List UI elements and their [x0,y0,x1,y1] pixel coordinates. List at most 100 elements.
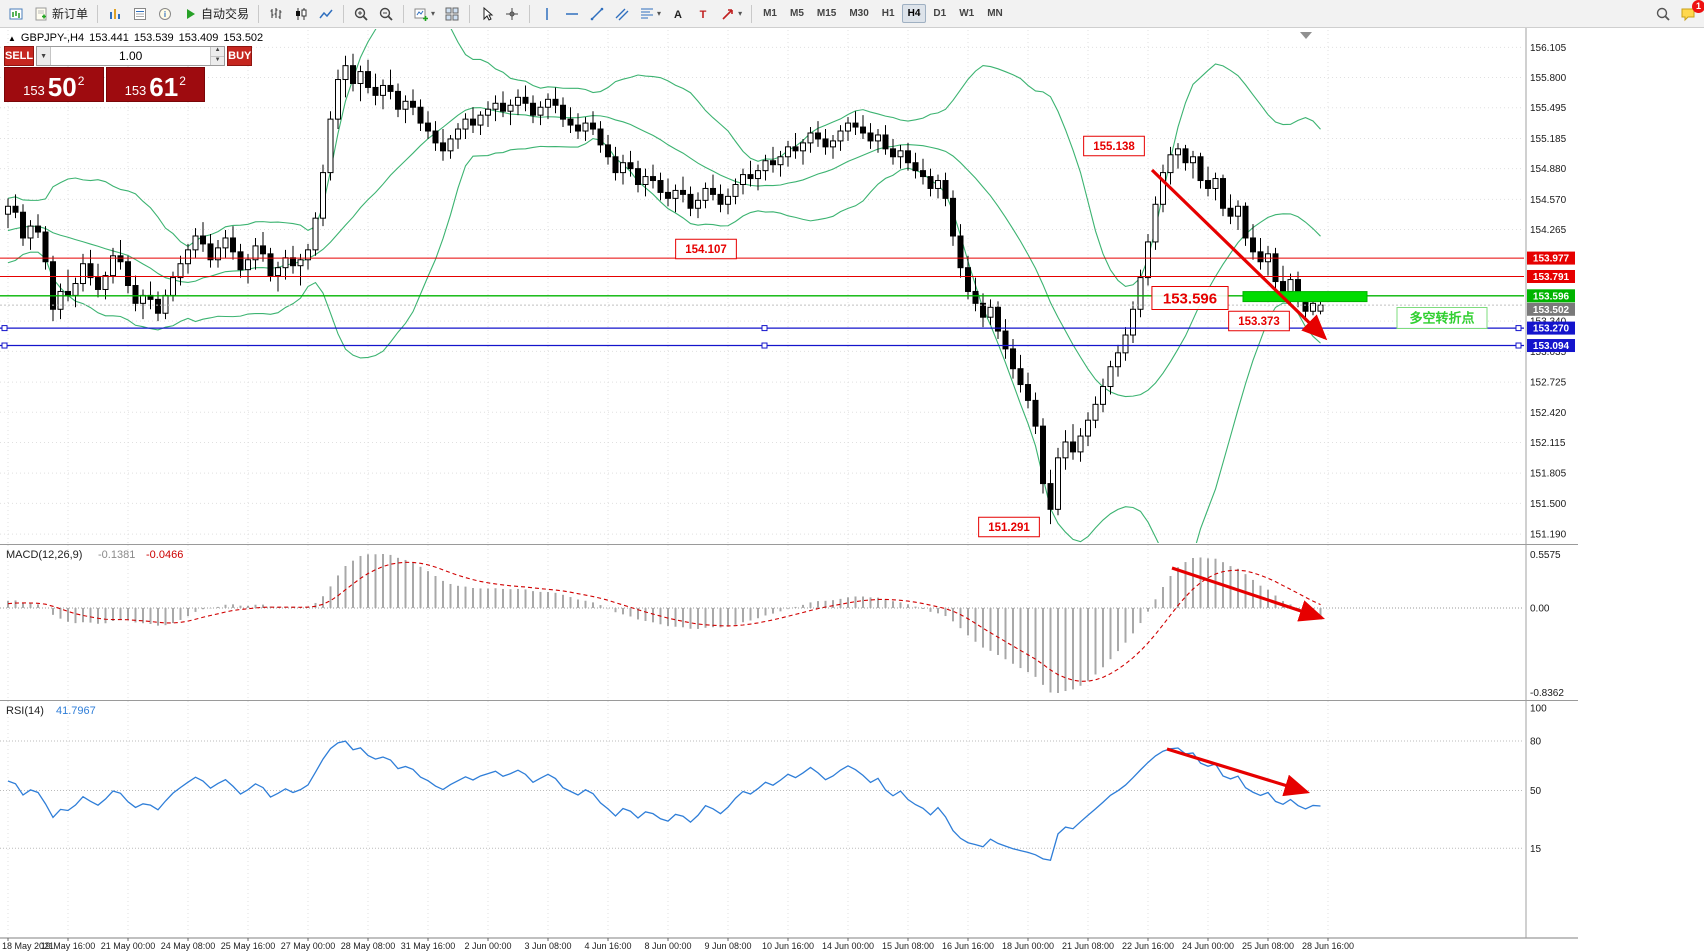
timeframe-h1-button[interactable]: H1 [881,8,895,19]
cursor-icon [479,6,495,22]
volume-stepper[interactable]: ▲ ▼ [210,47,225,65]
svg-text:24 Jun 00:00: 24 Jun 00:00 [1182,941,1234,951]
tile-windows-button[interactable] [440,3,464,25]
search-button[interactable] [1651,3,1675,25]
volume-down-icon[interactable]: ▼ [210,55,225,65]
svg-text:15 Jun 08:00: 15 Jun 08:00 [882,941,934,951]
crosshair-button[interactable] [500,3,524,25]
candlesticks [5,53,1324,525]
svg-text:153.596: 153.596 [1533,291,1570,302]
trend-arrows[interactable] [1150,168,1328,797]
data-window-icon [132,6,148,22]
trendline-button[interactable] [585,3,609,25]
zoom-out-button[interactable] [374,3,398,25]
vertical-line-button[interactable] [535,3,559,25]
timeframe-m1-button[interactable]: M1 [763,8,777,19]
timeframe-mn-button[interactable]: MN [987,8,1003,19]
trendline-icon [589,6,605,22]
algo-trading-button-label: 自动交易 [201,7,250,21]
rsi-axis[interactable]: 100 80 50 15 [1530,704,1547,855]
svg-text:50: 50 [1530,786,1542,797]
vline-icon [539,6,555,22]
new-chart-button[interactable]: ▾ [409,3,439,25]
new-order-button[interactable]: 新订单 [29,3,92,25]
zoom-in-button[interactable] [349,3,373,25]
timeframe-m5-button[interactable]: M5 [789,8,804,19]
bollinger-bands [7,29,1321,543]
macd-axis[interactable]: 0.5575 0.00 -0.8362 [1530,550,1564,699]
svg-text:151.500: 151.500 [1530,499,1567,510]
buy-button[interactable]: BUY [227,46,253,66]
price-axis[interactable]: 156.105 155.800 155.495 155.185 154.880 154.5… [1527,43,1575,541]
timeframe-d1-button[interactable]: D1 [933,8,947,19]
text-button[interactable]: A [666,3,690,25]
navigator-icon: i [157,6,173,22]
notifications-button[interactable]: 1 [1676,0,1704,25]
timeframe-h4-button[interactable]: H4 [901,4,927,23]
toolbar-separator [403,4,405,23]
svg-text:152.725: 152.725 [1530,378,1567,389]
timeframe-m15-button[interactable]: M15 [816,8,837,19]
svg-text:28 Jun 16:00: 28 Jun 16:00 [1302,941,1354,951]
svg-text:80: 80 [1530,737,1542,748]
chart-background [0,28,1704,951]
svg-text:153.596: 153.596 [1163,290,1217,307]
zoom-out-icon [378,6,394,22]
svg-text:152.115: 152.115 [1530,438,1566,449]
timeframe-m30-button[interactable]: M30 [849,8,869,19]
chart-shift-marker-icon[interactable] [1300,32,1312,39]
annotations[interactable]: 155.138 154.107 153.596 153.373 151.291 多空转折点 [675,135,1488,538]
notification-badge: 1 [1692,0,1704,13]
label-button[interactable]: T [691,3,715,25]
equidistant-channel-button[interactable] [610,3,634,25]
fibonacci-button[interactable]: ▾ [635,3,665,25]
svg-text:21 Jun 08:00: 21 Jun 08:00 [1062,941,1114,951]
panel-separators[interactable] [0,28,1578,939]
line-chart-button[interactable] [314,3,338,25]
channel-icon [614,6,630,22]
ohlc-bars-icon [268,6,284,22]
svg-text:152.420: 152.420 [1530,408,1567,419]
volume-up-icon[interactable]: ▲ [210,47,225,56]
zoom-in-icon [353,6,369,22]
candles-chart-button[interactable] [289,3,313,25]
svg-text:2 Jun 00:00: 2 Jun 00:00 [464,941,511,951]
buy-price-sup: 2 [179,74,186,88]
svg-text:-0.1381: -0.1381 [98,549,135,561]
market-watch-button[interactable] [103,3,127,25]
svg-text:8 Jun 00:00: 8 Jun 00:00 [644,941,691,951]
sell-button[interactable]: SELL [4,46,35,66]
toolbar-separator [97,4,99,23]
svg-text:A: A [674,9,682,21]
navigator-button[interactable]: i [153,3,177,25]
tile-windows-icon [444,6,460,22]
volume-input[interactable] [51,47,211,65]
volume-dropdown-icon[interactable]: ▼ [37,47,52,65]
macd-label: MACD(12,26,9) -0.1381 -0.0466 [6,549,183,561]
volume-field: ▼ ▲ ▼ [36,46,226,66]
svg-text:14 Jun 00:00: 14 Jun 00:00 [822,941,874,951]
rsi-panel [0,740,1524,849]
cursor-button[interactable] [475,3,499,25]
svg-text:154.570: 154.570 [1530,195,1567,206]
algo-trading-button[interactable]: 自动交易 [178,3,253,25]
timeframe-w1-button[interactable]: W1 [959,8,975,19]
arrows-button[interactable]: ▾ [716,3,746,25]
horizontal-line-button[interactable] [560,3,584,25]
chart-window-button[interactable] [4,3,28,25]
sell-price[interactable]: 153 50 2 [4,67,104,102]
toolbar-separator [258,4,260,23]
svg-text:3 Jun 08:00: 3 Jun 08:00 [524,941,571,951]
chart-area[interactable]: 156.105 155.800 155.495 155.185 154.880 154.5… [0,28,1704,951]
buy-price[interactable]: 153 61 2 [105,67,205,102]
svg-text:153.791: 153.791 [1533,272,1570,283]
toolbar: 新订单 i 自动交易 ▾ ▾ A T ▾ M1 M5 M15 M30 H1 H4 D1 W1 MN 1 [0,0,1704,28]
buy-price-small: 153 [124,82,147,98]
highlight-level-bar[interactable] [1242,291,1368,303]
svg-text:-0.8362: -0.8362 [1530,688,1564,699]
bars-chart-button[interactable] [264,3,288,25]
data-window-button[interactable] [128,3,152,25]
toolbar-separator [751,4,753,23]
svg-text:-0.0466: -0.0466 [146,549,183,561]
